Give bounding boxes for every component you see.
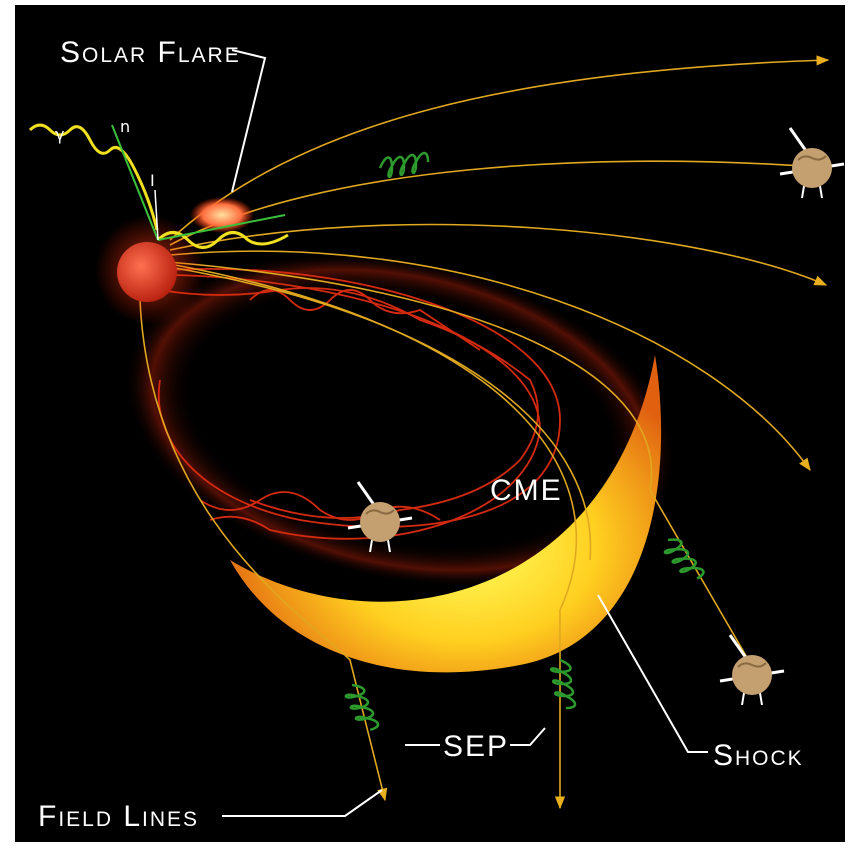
pointer	[510, 727, 546, 746]
label-solar-flare: Solar Flare	[60, 36, 241, 69]
gamma-ray	[28, 123, 159, 231]
pointer	[222, 789, 383, 817]
gamma-ray	[156, 231, 289, 249]
shock-front	[230, 355, 662, 673]
label-sep: SEP	[443, 730, 509, 763]
sun	[117, 242, 177, 302]
label-ion: I	[150, 171, 155, 190]
label-neutron: n	[120, 117, 130, 136]
label-gamma: γ	[55, 125, 64, 144]
label-cme: CME	[490, 474, 563, 507]
neutron-path	[157, 214, 286, 241]
label-shock: Shock	[713, 739, 804, 772]
neutron-path	[111, 124, 159, 241]
label-field-lines: Field Lines	[38, 800, 199, 833]
pointer	[597, 594, 708, 753]
ion-path	[154, 189, 159, 241]
pointer	[231, 49, 267, 193]
